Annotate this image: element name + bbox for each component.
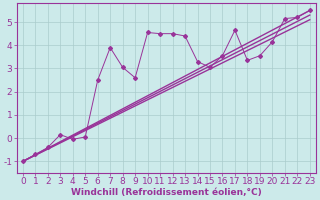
X-axis label: Windchill (Refroidissement éolien,°C): Windchill (Refroidissement éolien,°C) (71, 188, 262, 197)
